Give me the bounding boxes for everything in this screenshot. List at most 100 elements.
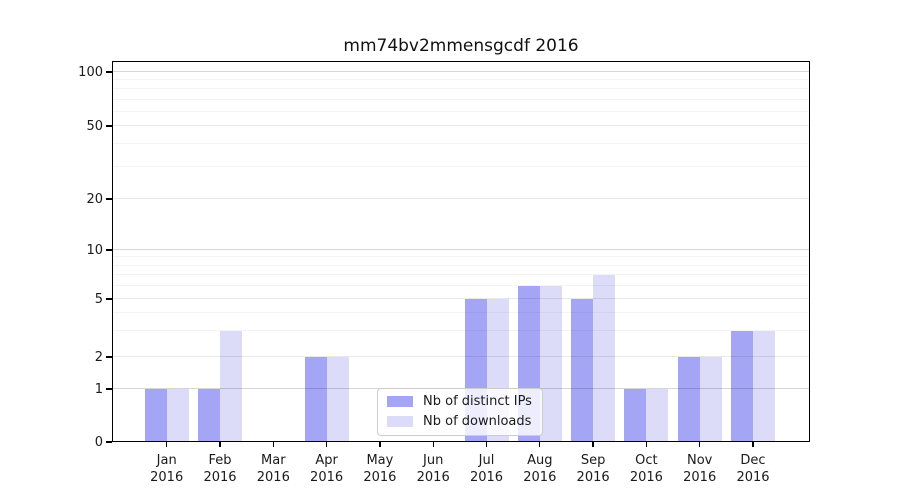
bar-distinct-ips [144, 389, 167, 442]
grid-layer [112, 61, 810, 442]
x-tick-month: Jun [423, 453, 444, 468]
x-tick-mark [325, 442, 328, 447]
y-tick-label: 10 [86, 242, 103, 258]
gridline-major [112, 198, 810, 199]
x-tick-mark [272, 442, 274, 447]
plot-area: Nb of distinct IPs Nb of downloads [112, 61, 810, 442]
x-tick-label: Sep 2016 [561, 452, 625, 486]
gridline-minor [112, 264, 810, 266]
x-tick-month: Mar [261, 453, 286, 468]
gridline-major [112, 298, 810, 299]
x-tick-mark [379, 442, 381, 447]
gridline-minor [112, 274, 810, 276]
y-tick-label: 2 [94, 349, 103, 365]
x-tick-year: 2016 [310, 470, 344, 485]
y-tick-mark [106, 198, 112, 200]
y-tick-label: 0 [94, 434, 103, 450]
legend-entry-downloads: Nb of downloads [387, 414, 532, 429]
x-tick-year: 2016 [363, 470, 397, 485]
y-tick-mark [106, 298, 112, 300]
x-tick-year: 2016 [203, 470, 237, 485]
gridline-minor [112, 285, 810, 287]
x-tick-label: Dec 2016 [721, 452, 785, 486]
x-tick-label: Feb 2016 [188, 452, 252, 486]
x-tick-month: Feb [208, 453, 232, 468]
y-tick-label: 5 [94, 291, 103, 307]
x-tick-month: Sep [580, 453, 606, 468]
gridline-minor [112, 165, 810, 167]
x-tick-mark [645, 442, 648, 447]
bar-downloads [699, 357, 722, 442]
legend: Nb of distinct IPs Nb of downloads [377, 388, 543, 436]
x-tick-year: 2016 [523, 470, 557, 485]
bar-distinct-ips [677, 357, 700, 442]
x-tick-label: Aug 2016 [508, 452, 572, 486]
x-tick-year: 2016 [150, 470, 184, 485]
x-tick-mark [539, 442, 541, 447]
x-tick-month: Oct [635, 453, 658, 468]
y-tick-mark [106, 125, 112, 127]
gridline-minor [112, 312, 810, 314]
bar-downloads [539, 286, 562, 442]
bar-distinct-ips [304, 357, 327, 442]
x-tick-year: 2016 [416, 470, 450, 485]
y-tick-mark [106, 388, 112, 390]
y-tick-label: 20 [86, 191, 103, 207]
gridline-major [112, 125, 810, 126]
x-tick-year: 2016 [683, 470, 717, 485]
x-tick-month: Apr [315, 453, 338, 468]
x-tick-label: Nov 2016 [668, 452, 732, 486]
x-tick-mark [219, 442, 221, 447]
x-tick-month: Dec [740, 453, 766, 468]
gridline-major [112, 71, 810, 72]
x-tick-mark [752, 442, 754, 447]
legend-entry-distinct-ips: Nb of distinct IPs [387, 394, 532, 409]
bar-downloads [166, 389, 189, 442]
y-tick-mark [106, 441, 112, 443]
bar-distinct-ips [198, 389, 220, 442]
gridline-minor [112, 79, 810, 81]
x-tick-label: Oct 2016 [614, 452, 678, 486]
bar-downloads [326, 357, 349, 442]
legend-swatch-distinct-ips [387, 396, 413, 407]
x-tick-label: Apr 2016 [295, 452, 359, 486]
bar-distinct-ips [624, 389, 647, 442]
x-tick-label: Mar 2016 [241, 452, 305, 486]
y-tick-label: 100 [78, 64, 103, 80]
x-tick-label: Jan 2016 [135, 452, 199, 486]
x-tick-month: Aug [527, 453, 553, 468]
chart-title: mm74bv2mmensgcdf 2016 [343, 36, 579, 56]
gridline-minor [112, 110, 810, 112]
x-tick-year: 2016 [256, 470, 290, 485]
x-tick-month: May [366, 453, 394, 468]
bar-downloads [646, 389, 669, 442]
gridline-minor [112, 88, 810, 90]
x-tick-mark [592, 442, 594, 447]
bar-downloads [593, 275, 616, 442]
bar-distinct-ips [571, 299, 594, 442]
y-tick-label: 1 [94, 381, 103, 397]
gridline-minor [112, 98, 810, 100]
x-tick-year: 2016 [576, 470, 610, 485]
gridline-major [112, 249, 810, 250]
y-tick-mark [106, 71, 112, 73]
x-tick-label: Jun 2016 [401, 452, 465, 486]
x-tick-month: Nov [687, 453, 713, 468]
legend-label-distinct-ips: Nb of distinct IPs [423, 394, 532, 409]
x-tick-label: Jul 2016 [455, 452, 519, 486]
bar-downloads [220, 331, 242, 442]
x-tick-year: 2016 [469, 470, 504, 485]
x-tick-mark [699, 442, 701, 447]
x-tick-month: Jan [156, 453, 177, 468]
legend-swatch-downloads [387, 416, 413, 427]
y-tick-label: 50 [86, 118, 103, 134]
x-tick-label: May 2016 [348, 452, 412, 486]
x-tick-year: 2016 [736, 470, 770, 485]
y-tick-mark [106, 356, 112, 358]
x-tick-mark [166, 442, 168, 447]
gridline-major [112, 356, 810, 357]
x-tick-mark [485, 442, 488, 447]
y-tick-mark [106, 249, 112, 251]
x-tick-year: 2016 [629, 470, 663, 485]
